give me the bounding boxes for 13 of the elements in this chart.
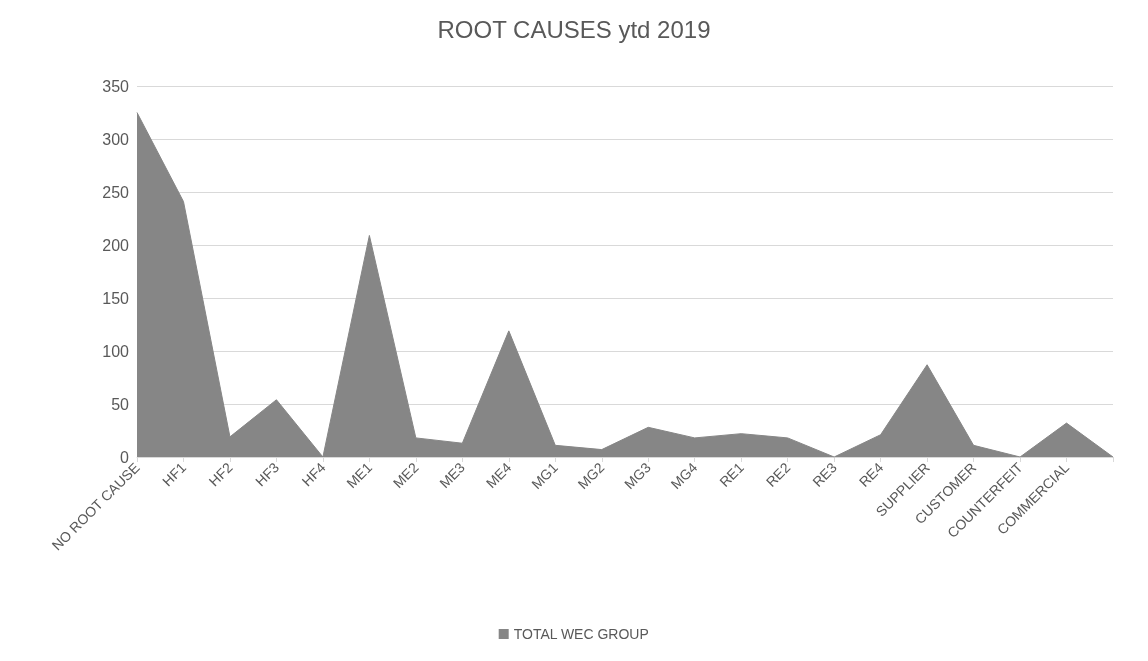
y-tick-label: 150 [102,289,130,307]
x-tick-label: HF1 [159,459,190,490]
y-tick-label: 0 [120,448,130,466]
y-tick-label: 50 [111,395,130,413]
y-tick-label: 100 [102,342,130,360]
y-tick-label: 300 [102,130,130,148]
y-tick-label: 200 [102,236,130,254]
chart-title: ROOT CAUSES ytd 2019 [437,15,711,43]
x-tick-label: RE1 [716,459,747,490]
legend-label: TOTAL WEC GROUP [513,626,649,642]
x-tick-label: HF3 [252,459,283,490]
y-tick-label: 250 [102,183,130,201]
y-tick-label: 350 [102,77,130,95]
